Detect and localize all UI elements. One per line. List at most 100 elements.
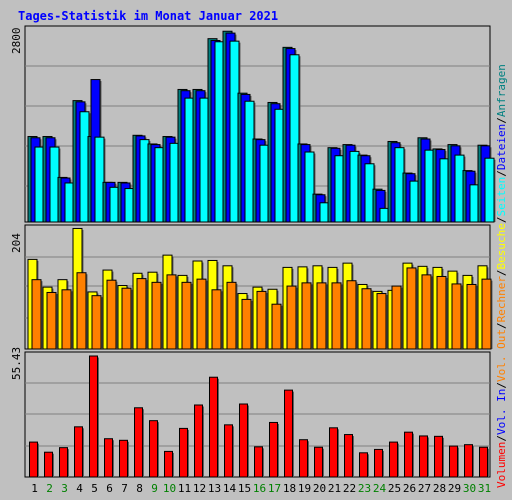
bar-volumen-day-11 <box>179 427 188 478</box>
bar-rechner-day-9 <box>151 281 162 350</box>
bar-seiten-day-19 <box>304 151 315 223</box>
x-tick-label: 15 <box>238 482 251 495</box>
x-tick-label: 1 <box>31 482 38 495</box>
bar-rechner-day-2 <box>46 291 57 350</box>
legend-entry: Volumen <box>495 442 508 488</box>
bar-rechner-day-11 <box>181 281 192 350</box>
bar-rechner-day-21 <box>331 282 342 350</box>
legend-entry: / <box>495 170 508 177</box>
bar-volumen-day-24 <box>374 448 383 478</box>
bar-rechner-day-29 <box>451 283 462 350</box>
legend-entry: Vol. Out <box>495 329 508 382</box>
x-tick-label: 12 <box>193 482 206 495</box>
bar-volumen-day-10 <box>164 450 173 478</box>
panel-1: 2800 <box>10 25 496 223</box>
legend-entry: / <box>495 435 508 442</box>
bar-volumen-day-14 <box>224 424 233 478</box>
bar-volumen-day-30 <box>464 444 473 478</box>
x-tick-label: 9 <box>151 482 158 495</box>
bar-rechner-day-17 <box>271 303 282 350</box>
legend-entry: Besuche <box>495 223 508 269</box>
bar-rechner-day-1 <box>31 279 42 350</box>
bar-rechner-day-19 <box>301 282 312 350</box>
x-tick-label: 20 <box>313 482 326 495</box>
x-tick-label: 4 <box>76 482 83 495</box>
bar-volumen-day-7 <box>119 439 128 478</box>
bar-volumen-day-29 <box>449 445 458 478</box>
bar-seiten-day-5 <box>94 136 105 223</box>
legend-entry: Dateien <box>495 124 508 170</box>
legend-entry: / <box>495 216 508 223</box>
bar-rechner-day-30 <box>466 283 477 350</box>
bar-volumen-day-21 <box>329 427 338 478</box>
bar-volumen-day-13 <box>209 376 218 478</box>
x-tick-label: 29 <box>448 482 461 495</box>
bar-rechner-day-4 <box>76 272 87 350</box>
legend-entry: / <box>495 269 508 276</box>
bar-rechner-day-27 <box>421 274 432 350</box>
x-tick-label: 8 <box>136 482 143 495</box>
bar-volumen-day-27 <box>419 435 428 478</box>
bar-seiten-day-31 <box>484 157 495 223</box>
bar-volumen-day-9 <box>149 420 158 478</box>
x-tick-label: 5 <box>91 482 98 495</box>
x-tick-label: 22 <box>343 482 356 495</box>
bar-volumen-day-8 <box>134 407 143 478</box>
bar-rechner-day-5 <box>91 295 102 350</box>
panel-1-max-label: 2800 <box>10 28 23 55</box>
panel-3-max-label: 55.43 <box>10 347 23 380</box>
x-tick-label: 18 <box>283 482 296 495</box>
bar-rechner-day-25 <box>391 285 402 350</box>
bar-volumen-day-12 <box>194 404 203 478</box>
x-tick-label: 3 <box>61 482 68 495</box>
x-tick-label: 24 <box>373 482 387 495</box>
bar-rechner-day-22 <box>346 280 357 350</box>
x-tick-label: 6 <box>106 482 113 495</box>
x-tick-label: 21 <box>328 482 341 495</box>
x-tick-label: 30 <box>463 482 476 495</box>
legend: Volumen/Vol. In/Vol. Out/Rechner/Besuche… <box>495 64 508 488</box>
bar-rechner-day-13 <box>211 289 222 350</box>
legend-entry: / <box>495 322 508 329</box>
bar-volumen-day-28 <box>434 435 443 478</box>
bar-volumen-day-2 <box>44 451 53 478</box>
bar-rechner-day-20 <box>316 282 327 350</box>
bar-rechner-day-26 <box>406 267 417 350</box>
x-tick-label: 25 <box>388 482 401 495</box>
bar-volumen-day-4 <box>74 426 83 478</box>
bar-volumen-day-25 <box>389 441 398 478</box>
x-tick-label: 10 <box>163 482 176 495</box>
bar-volumen-day-19 <box>299 439 308 478</box>
x-tick-label: 2 <box>46 482 53 495</box>
bar-volumen-day-1 <box>29 441 38 478</box>
x-tick-label: 11 <box>178 482 191 495</box>
panel-2: 204 <box>10 224 493 350</box>
bar-rechner-day-28 <box>436 275 447 350</box>
bar-rechner-day-15 <box>241 298 252 350</box>
x-tick-label: 7 <box>121 482 128 495</box>
bar-rechner-day-6 <box>106 279 117 350</box>
bar-rechner-day-10 <box>166 274 177 350</box>
x-tick-label: 31 <box>478 482 491 495</box>
legend-entry: Vol. In <box>495 389 508 435</box>
x-tick-label: 19 <box>298 482 311 495</box>
legend-entry: / <box>495 117 508 124</box>
bar-volumen-day-31 <box>479 446 488 478</box>
bar-rechner-day-24 <box>376 293 387 350</box>
bar-volumen-day-15 <box>239 403 248 478</box>
bar-volumen-day-20 <box>314 446 323 478</box>
bar-volumen-day-3 <box>59 447 68 478</box>
x-tick-label: 17 <box>268 482 281 495</box>
x-tick-label: 26 <box>403 482 416 495</box>
panel-3: 55.43 <box>10 347 491 478</box>
bar-rechner-day-12 <box>196 278 207 350</box>
bar-rechner-day-3 <box>61 289 72 350</box>
bar-seiten-day-18 <box>289 54 300 223</box>
bar-rechner-day-31 <box>481 278 492 350</box>
bar-volumen-day-6 <box>104 438 113 478</box>
bar-rechner-day-18 <box>286 285 297 350</box>
x-tick-label: 13 <box>208 482 221 495</box>
bar-rechner-day-8 <box>136 278 147 350</box>
panel-2-max-label: 204 <box>10 233 23 253</box>
bar-volumen-day-22 <box>344 434 353 478</box>
